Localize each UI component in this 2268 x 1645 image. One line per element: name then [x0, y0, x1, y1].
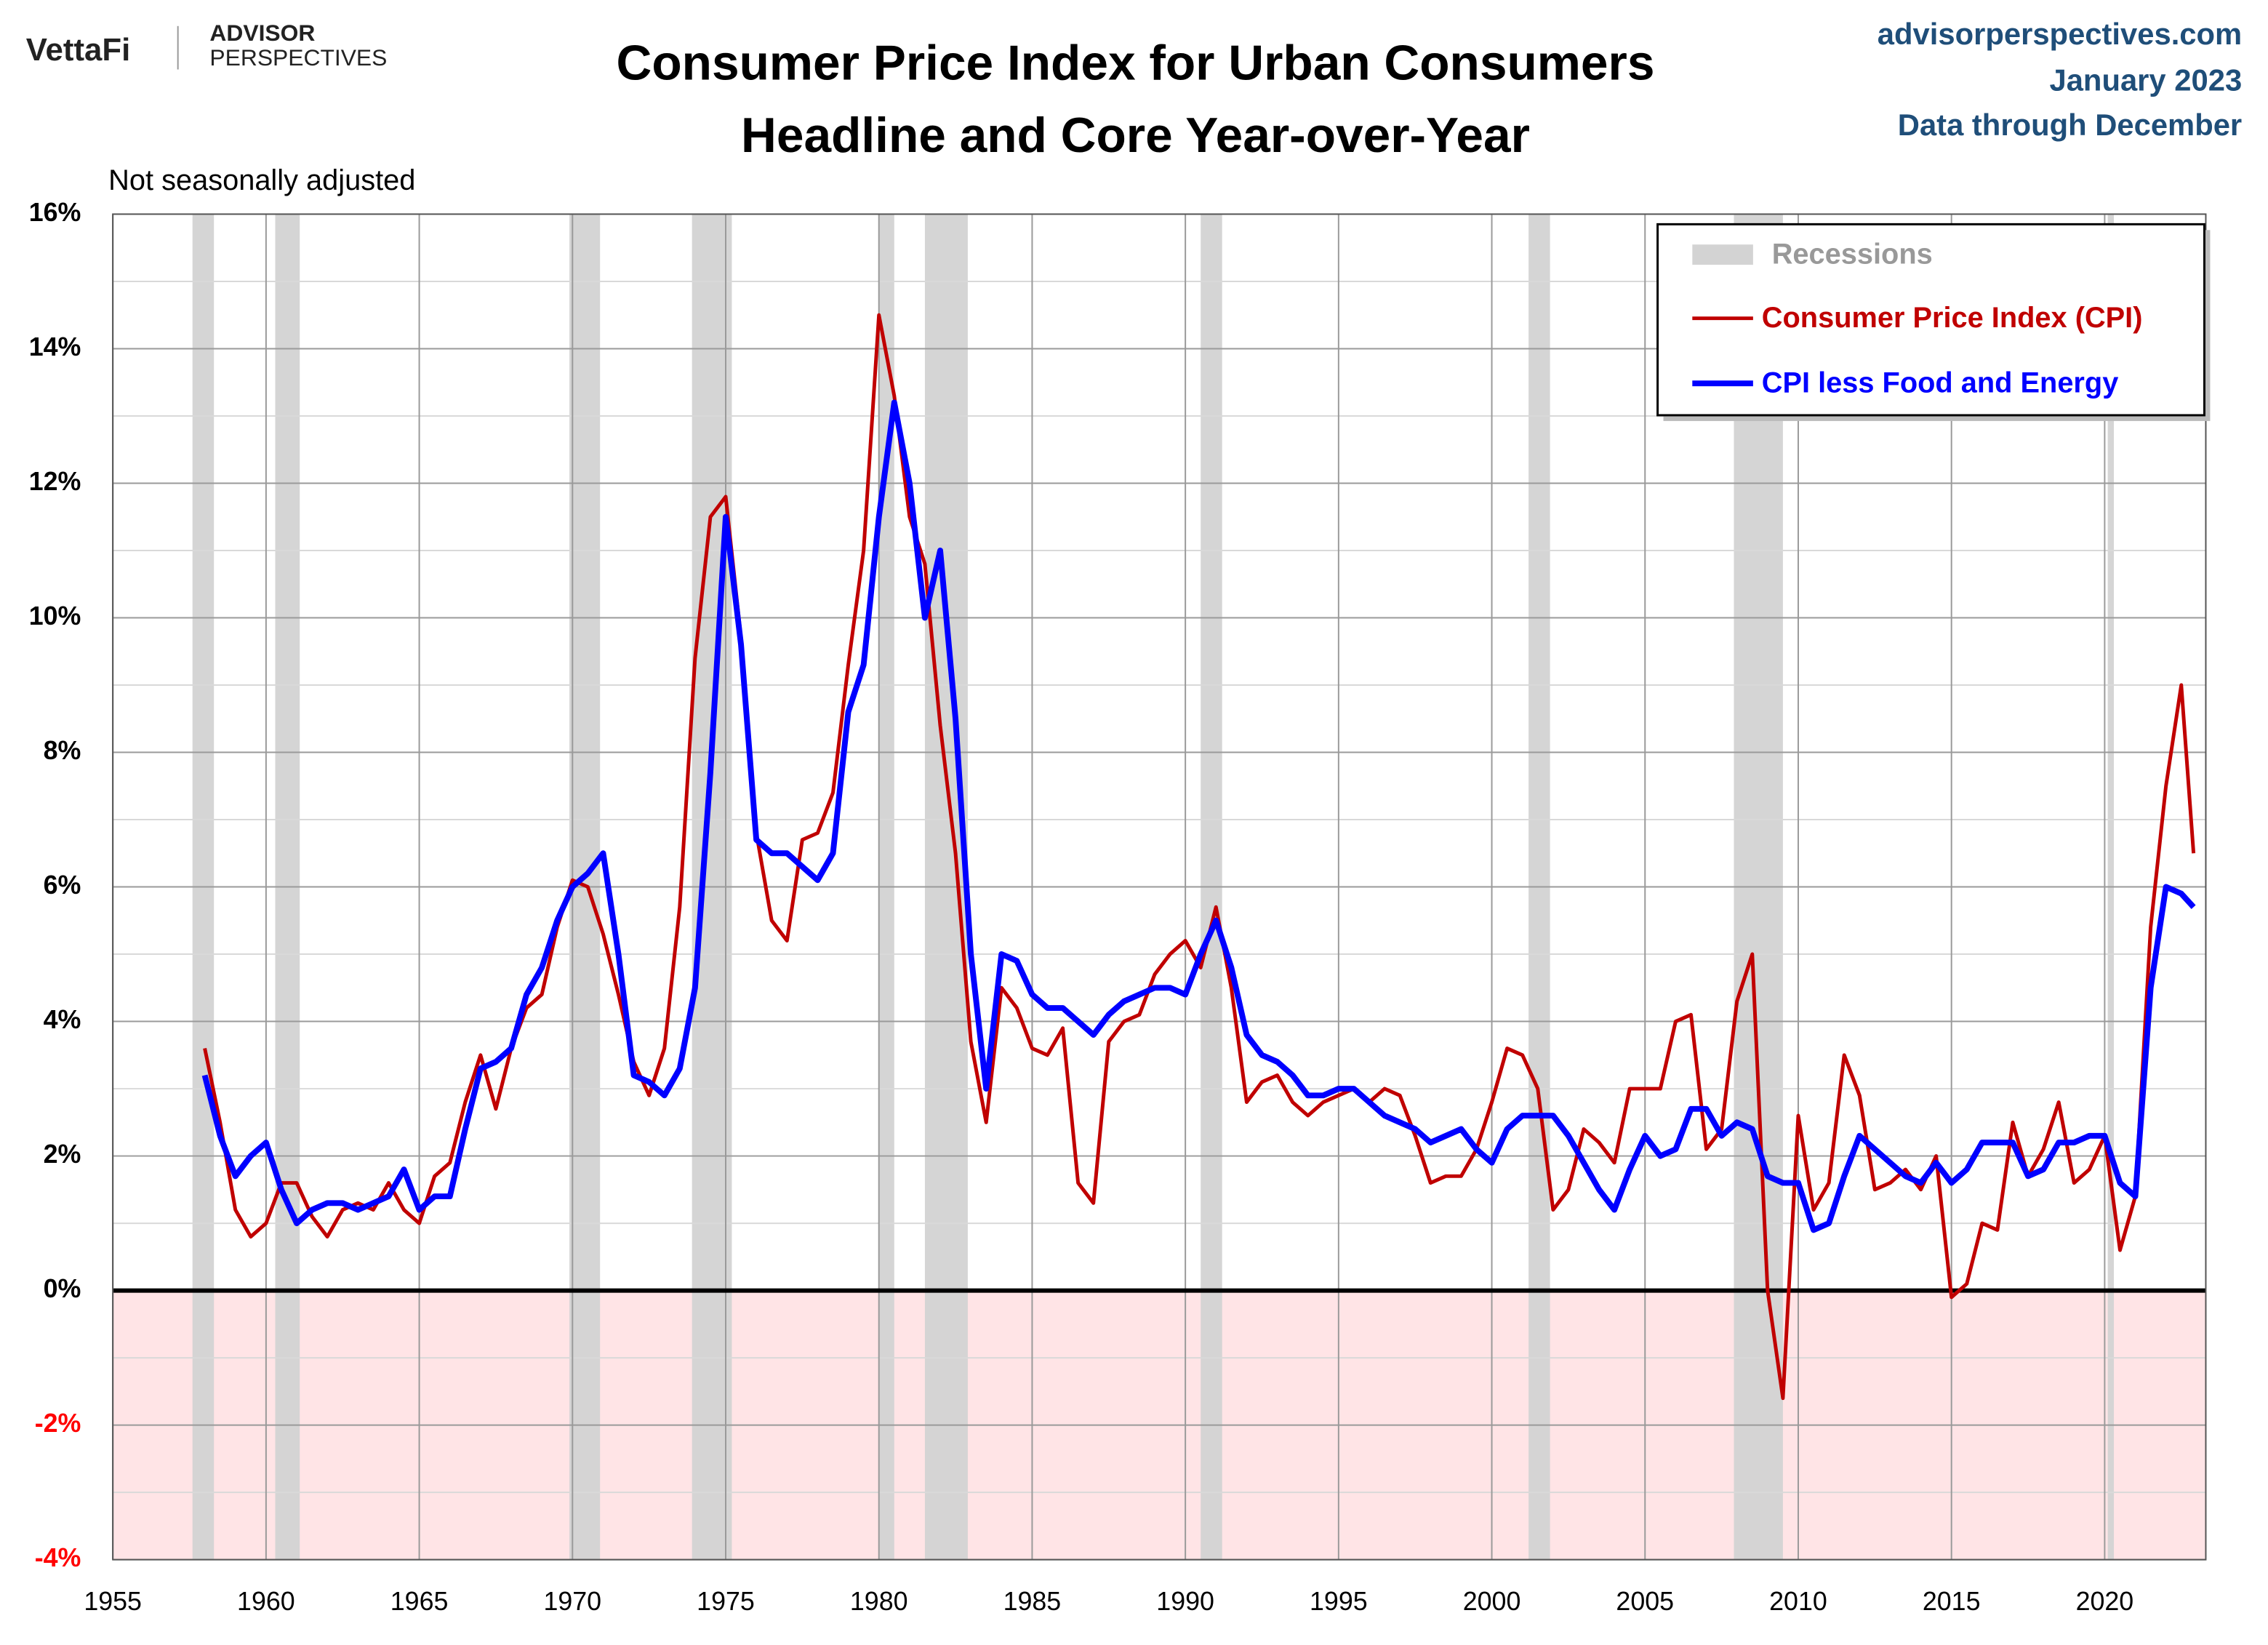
x-tick-label: 1960: [237, 1587, 295, 1616]
x-tick-label: 2010: [1769, 1587, 1827, 1616]
series-line: [201, 399, 2196, 1233]
data-note: Data through December: [1898, 108, 2242, 142]
legend-label: Consumer Price Index (CPI): [1762, 302, 2143, 334]
brand-top: ADVISOR: [209, 20, 315, 46]
subtitle: Not seasonally adjusted: [108, 164, 415, 196]
chart-title: Consumer Price Index for Urban Consumers: [617, 36, 1655, 90]
source: advisorperspectives.com: [1878, 17, 2242, 51]
x-tick-label: 1990: [1156, 1587, 1214, 1616]
plot-area: -4% -2% 0% 2% 4% 6% 8% 10% 12% 14% 16% 1955 1960 1965…: [29, 198, 2207, 1616]
legend-label: Recessions: [1772, 239, 1933, 271]
x-tick-label: 1975: [697, 1587, 755, 1616]
y-tick-label: 2%: [44, 1140, 81, 1169]
x-tick-label: 2000: [1463, 1587, 1521, 1616]
y-tick-label: 12%: [29, 467, 81, 496]
logo: VettaFi: [26, 32, 130, 68]
x-tick-label: 1955: [84, 1587, 142, 1616]
y-tick-label: 0%: [44, 1274, 81, 1303]
y-tick-label: -4%: [35, 1543, 81, 1572]
x-tick-label: 2015: [1923, 1587, 1981, 1616]
x-tick-label: 1970: [543, 1587, 601, 1616]
chart-title: Headline and Core Year-over-Year: [741, 108, 1530, 163]
series-line: [203, 313, 2196, 1401]
legend-label: CPI less Food and Energy: [1762, 367, 2119, 399]
date: January 2023: [2049, 63, 2242, 97]
x-tick-label: 1980: [850, 1587, 908, 1616]
y-tick-label: 10%: [29, 601, 81, 631]
x-tick-label: 1995: [1310, 1587, 1368, 1616]
x-tick-label: 1965: [390, 1587, 449, 1616]
y-tick-label: 6%: [44, 870, 81, 900]
y-tick-label: 14%: [29, 332, 81, 361]
y-tick-label: -2%: [35, 1409, 81, 1438]
plot-border: [112, 213, 2207, 1561]
brand-bottom: PERSPECTIVES: [209, 44, 387, 71]
x-tick-label: 1985: [1003, 1587, 1062, 1616]
y-tick-label: 8%: [44, 736, 81, 765]
x-tick-label: 2005: [1616, 1587, 1674, 1616]
x-tick-label: 2020: [2076, 1587, 2134, 1616]
y-tick-label: 4%: [44, 1005, 81, 1034]
legend: Recessions Consumer Price Index (CPI) CPI …: [1656, 223, 2211, 421]
y-tick-label: 16%: [29, 198, 81, 227]
